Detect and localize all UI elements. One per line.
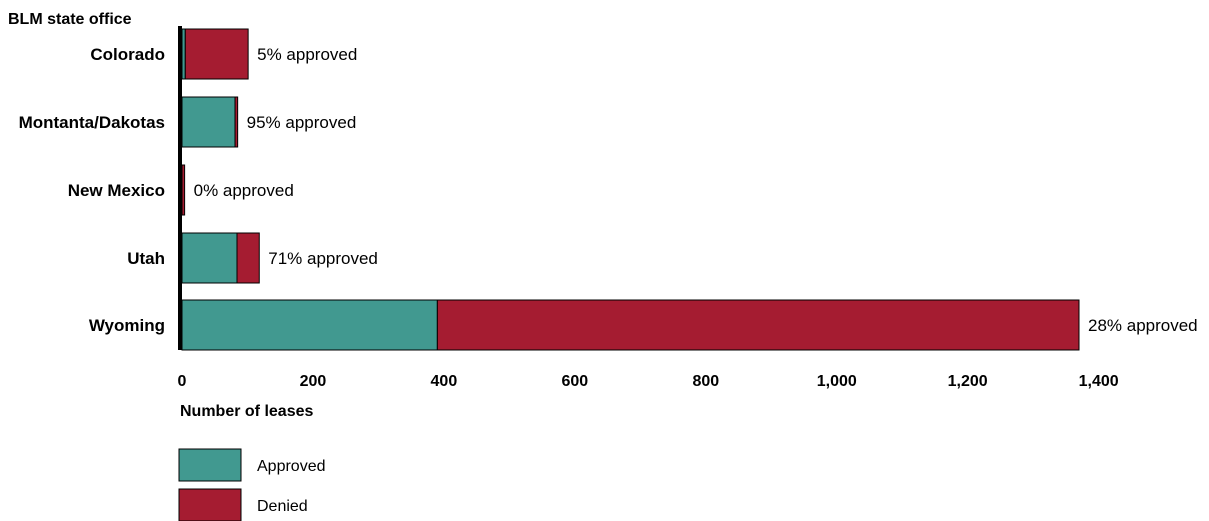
x-tick-label-600: 600 — [561, 373, 588, 390]
category-label-wyoming: Wyoming — [89, 316, 165, 335]
bar-denied-montanta-dakotas — [234, 96, 239, 148]
x-tick-label-1000: 1,000 — [817, 373, 857, 390]
x-tick-label-800: 800 — [692, 373, 719, 390]
data-label-colorado: 5% approved — [257, 45, 357, 64]
bar-denied-colorado — [184, 28, 249, 80]
bar-approved-montanta-dakotas — [181, 96, 236, 148]
bar-denied-wyoming — [436, 299, 1080, 351]
legend-swatch-denied — [178, 488, 242, 521]
category-label-montanta-dakotas: Montanta/Dakotas — [19, 113, 165, 132]
x-tick-label-200: 200 — [300, 373, 327, 390]
data-label-montanta-dakotas: 95% approved — [247, 113, 357, 132]
bars-layer: Colorado 5% approved Montanta/Dakotas 95% a… — [19, 28, 1198, 351]
category-label-utah: Utah — [127, 249, 165, 268]
x-tick-label-1400: 1,400 — [1079, 373, 1119, 390]
data-label-utah: 71% approved — [268, 249, 378, 268]
bar-approved-wyoming — [181, 299, 438, 351]
data-label-new-mexico: 0% approved — [194, 181, 294, 200]
legend-swatch-approved — [178, 448, 242, 482]
category-label-colorado: Colorado — [90, 45, 165, 64]
x-tick-labels: 0 200 400 600 800 1,000 1,200 1,400 — [178, 373, 1119, 390]
bar-denied-utah — [236, 232, 260, 284]
legend-label-denied: Denied — [257, 498, 308, 515]
legend-label-approved: Approved — [257, 458, 326, 475]
bar-approved-utah — [181, 232, 238, 284]
x-tick-label-1200: 1,200 — [948, 373, 988, 390]
legend: Approved Denied — [178, 448, 326, 521]
x-tick-label-400: 400 — [431, 373, 458, 390]
data-label-wyoming: 28% approved — [1088, 316, 1198, 335]
x-tick-label-0: 0 — [178, 373, 187, 390]
y-axis-title: BLM state office — [8, 11, 132, 28]
category-label-new-mexico: New Mexico — [68, 181, 165, 200]
x-axis-title: Number of leases — [180, 403, 313, 420]
bar-denied-new-mexico — [181, 164, 186, 216]
